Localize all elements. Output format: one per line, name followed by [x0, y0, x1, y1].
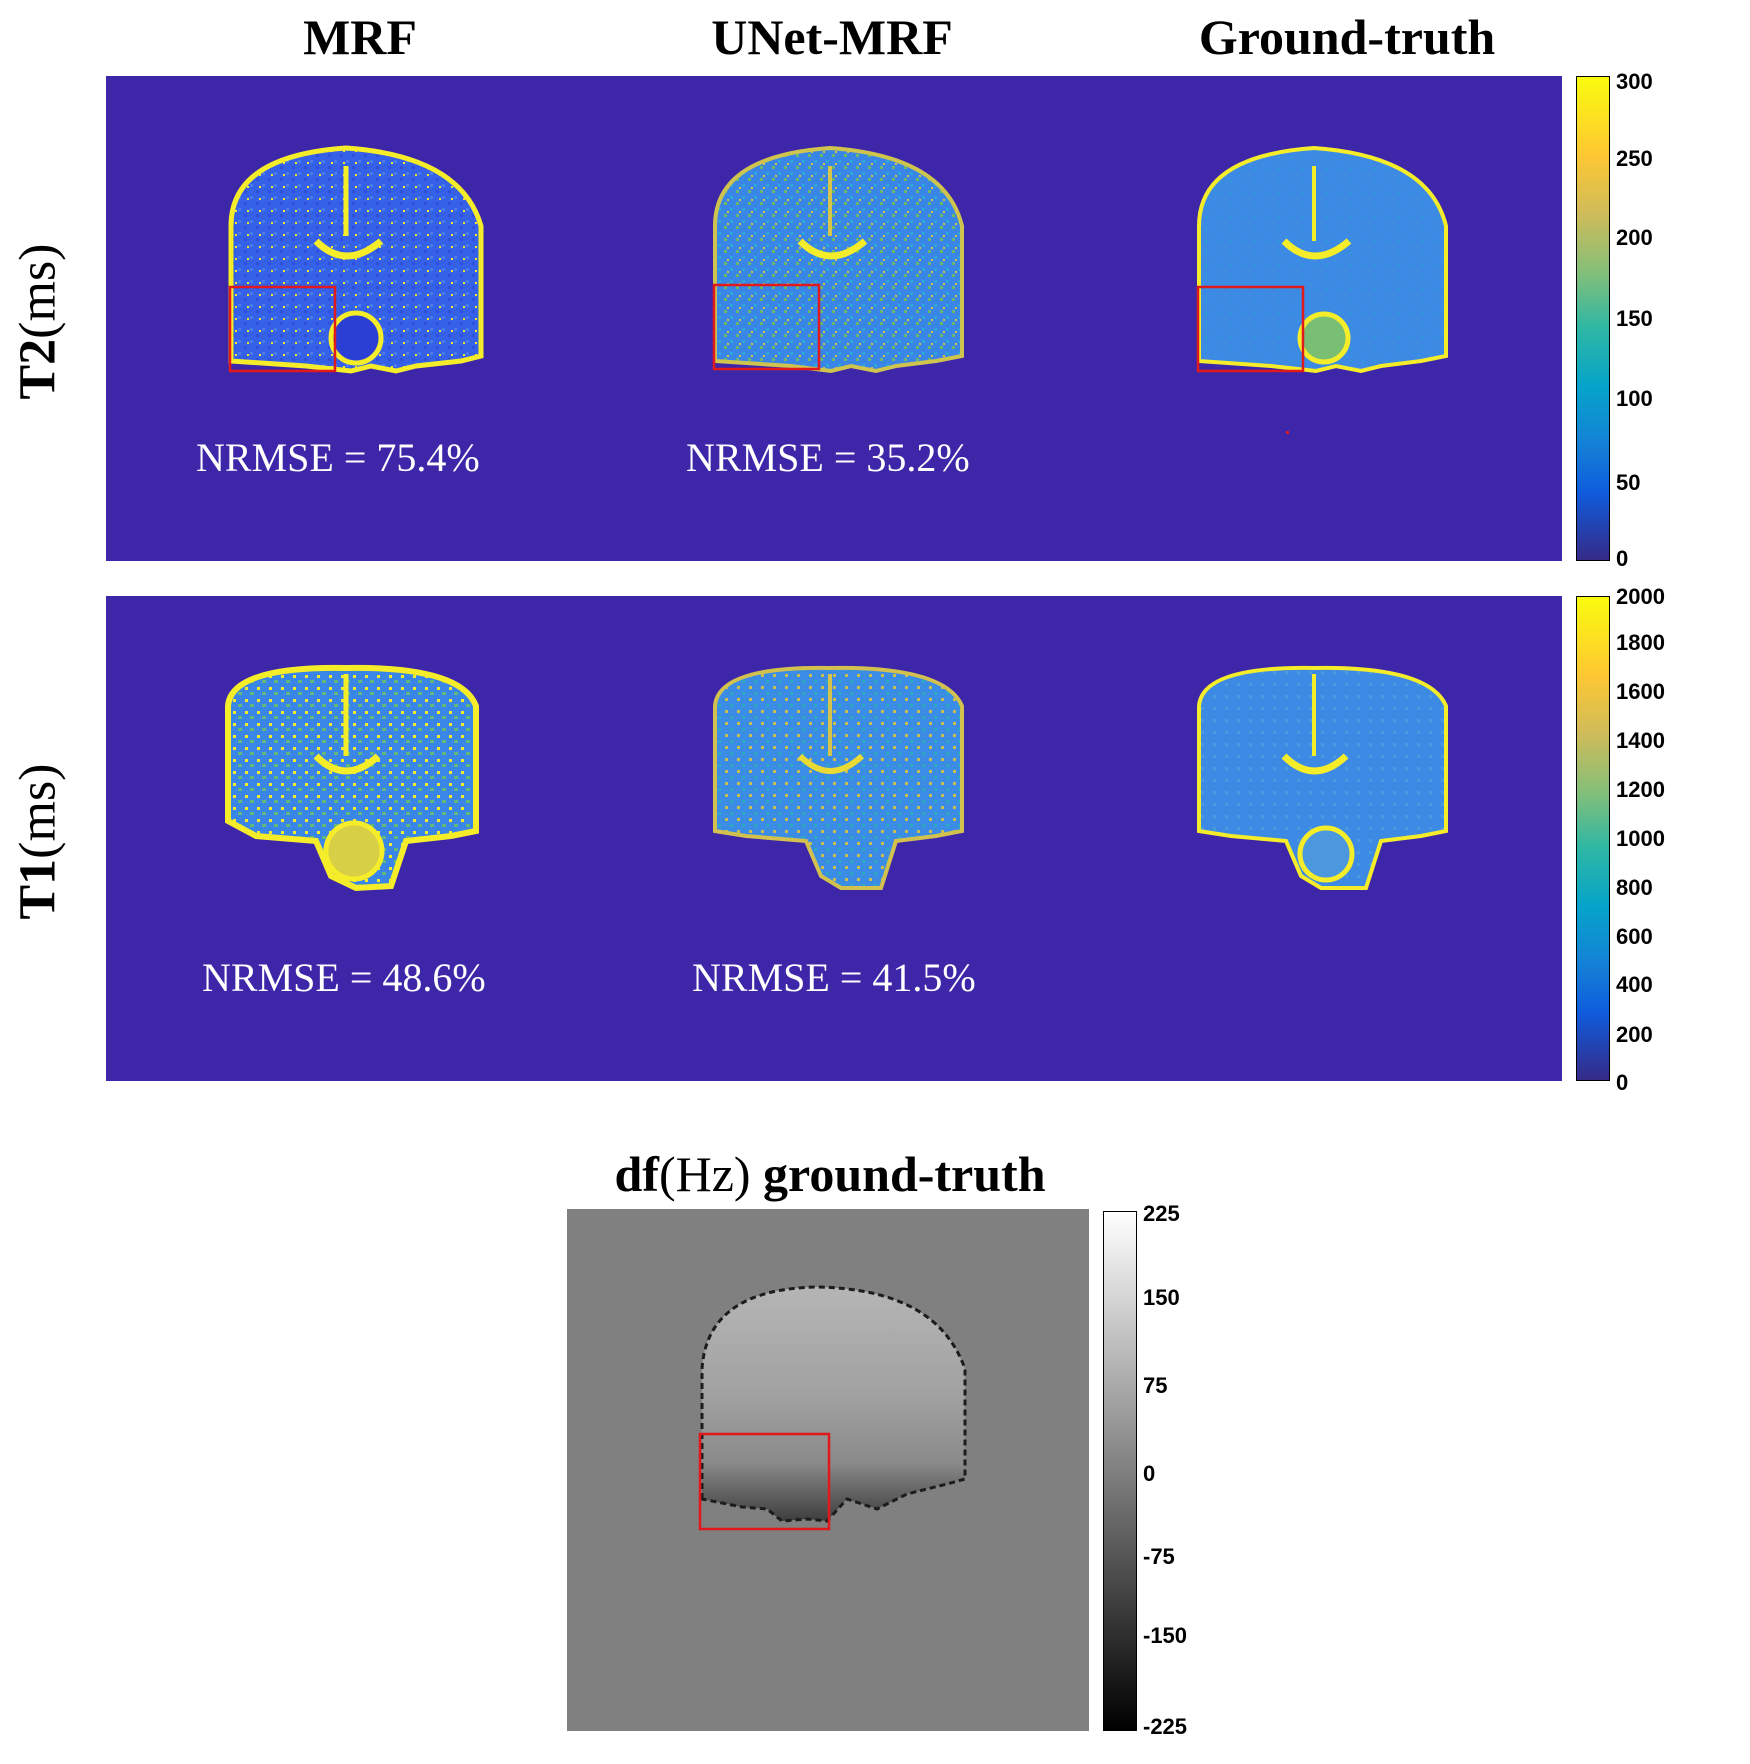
- t1-unet-nrmse: NRMSE = 41.5%: [692, 955, 976, 1000]
- t1-tick: 1600: [1616, 679, 1665, 704]
- t2-unet-nrmse: NRMSE = 35.2%: [686, 435, 970, 480]
- t1-tick: 1400: [1616, 728, 1665, 753]
- t2-tick: 0: [1616, 546, 1629, 571]
- t1-gt-brain: [1197, 665, 1448, 890]
- t1-mrf-nrmse: NRMSE = 48.6%: [202, 955, 486, 1000]
- t2-tick: 300: [1616, 69, 1653, 94]
- t1-tick: 1800: [1616, 630, 1665, 655]
- column-title-mrf: MRF: [303, 9, 417, 65]
- df-tick: -150: [1143, 1623, 1188, 1648]
- t2-unet-roi-box: [712, 283, 821, 371]
- t2-tick: 250: [1616, 146, 1653, 171]
- t1-panel: NRMSE = 48.6% NRMSE = 41.5%: [106, 596, 1562, 1081]
- row-label-t2-bold: T2: [9, 338, 67, 400]
- df-tick: 225: [1143, 1201, 1180, 1226]
- t1-tick: 200: [1616, 1022, 1653, 1047]
- t1-tick: 800: [1616, 875, 1653, 900]
- t2-tick: 200: [1616, 225, 1653, 250]
- t2-tick: 150: [1616, 306, 1653, 331]
- t2-mrf-nrmse: NRMSE = 75.4%: [196, 435, 480, 480]
- t2-gt-brain: [1196, 145, 1448, 434]
- column-title-ground-truth: Ground-truth: [1198, 9, 1496, 65]
- row-label-t2-unit: (ms): [9, 243, 67, 339]
- df-title-suffix: ground-truth: [750, 1146, 1046, 1202]
- t1-mrf-brain: [225, 664, 479, 892]
- df-colorbar: [1103, 1211, 1137, 1731]
- t1-tick: 600: [1616, 924, 1653, 949]
- column-title-unet-mrf: UNet-MRF: [711, 9, 953, 65]
- row-label-t1-bold: T1: [9, 858, 67, 920]
- t2-mrf-roi-box: [228, 285, 337, 373]
- df-brain: [698, 1285, 967, 1531]
- t2-brain-maps: [228, 145, 1448, 434]
- t1-tick: 1000: [1616, 826, 1665, 851]
- t1-tick: 400: [1616, 972, 1653, 997]
- row-label-t1-unit: (ms): [9, 763, 67, 859]
- df-roi-box: [698, 1432, 831, 1531]
- row-label-t1: T1(ms): [9, 763, 68, 920]
- df-title-prefix: df: [614, 1146, 659, 1202]
- t2-tick: 100: [1616, 386, 1653, 411]
- t1-colorbar: [1576, 596, 1610, 1081]
- df-tick: 0: [1143, 1461, 1156, 1486]
- t1-brain-maps: [225, 664, 1448, 892]
- df-tick: -225: [1143, 1714, 1188, 1739]
- df-tick: 75: [1143, 1373, 1168, 1398]
- df-tick: -75: [1143, 1544, 1175, 1569]
- df-title: df(Hz) ground-truth: [520, 1145, 1140, 1203]
- t1-tick: 0: [1616, 1070, 1629, 1095]
- t1-unet-brain: [713, 665, 964, 890]
- t2-gt-roi-box: [1196, 285, 1305, 373]
- df-map: [567, 1209, 1089, 1731]
- row-label-t2: T2(ms): [9, 243, 68, 400]
- t2-panel: NRMSE = 75.4% NRMSE = 35.2%: [106, 76, 1562, 561]
- t1-tick: 2000: [1616, 584, 1665, 609]
- df-tick: 150: [1143, 1285, 1180, 1310]
- t2-mrf-brain: [228, 145, 484, 374]
- t2-unet-brain: [712, 145, 964, 374]
- df-title-unit: (Hz): [658, 1146, 751, 1202]
- t1-tick: 1200: [1616, 777, 1665, 802]
- t2-colorbar: [1576, 76, 1610, 561]
- t2-tick: 50: [1616, 470, 1641, 495]
